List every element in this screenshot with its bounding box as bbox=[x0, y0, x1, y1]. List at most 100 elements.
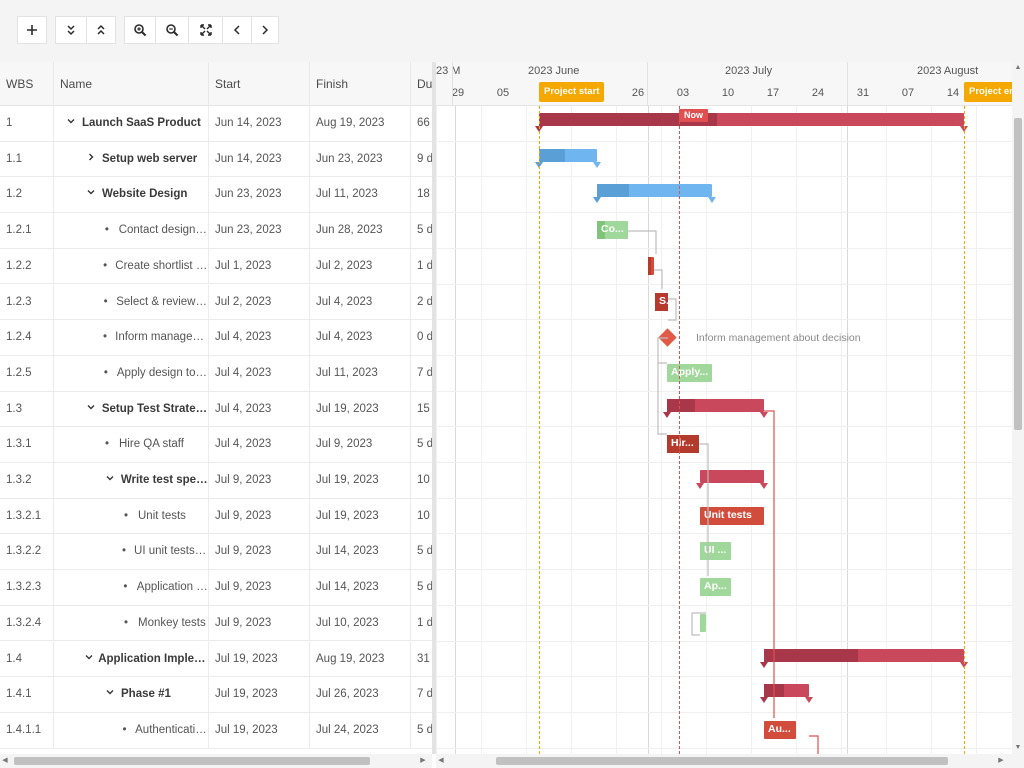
table-row[interactable]: 1.3 Setup Test Strategy Jul 4, 2023 Jul 19,… bbox=[0, 391, 432, 428]
table-row[interactable]: 1.2.3 • Select & review final designJul 2,… bbox=[0, 284, 432, 321]
now-marker bbox=[679, 106, 680, 754]
plus-icon bbox=[27, 25, 37, 35]
timeline-scroll-right-icon[interactable]: ▶ bbox=[998, 757, 1004, 764]
table-row[interactable]: 1.1 Setup web server Jun 14, 2023 Jun 23, 2… bbox=[0, 141, 432, 178]
task-bar[interactable]: Au... bbox=[764, 720, 796, 739]
grid-line bbox=[751, 106, 752, 754]
chevron-left-icon bbox=[233, 25, 240, 35]
summary-end-cap bbox=[760, 661, 768, 668]
add-task-button[interactable] bbox=[17, 16, 47, 44]
chevron-down-icon[interactable] bbox=[84, 177, 98, 212]
table-row[interactable]: 1.2.2 • Create shortlist of three designer… bbox=[0, 248, 432, 285]
table-row[interactable]: 1.4.1.1 • Authentication moduleJul 19, 202… bbox=[0, 712, 432, 749]
table-row[interactable]: 1.2.4•Inform management about decisionJu… bbox=[0, 320, 432, 356]
expand-all-button[interactable] bbox=[55, 16, 87, 44]
name-cell: • Application tests bbox=[54, 570, 209, 606]
task-bar[interactable]: UI ... bbox=[700, 542, 731, 561]
progress-fill bbox=[539, 113, 717, 126]
week-label: 31 bbox=[856, 87, 870, 99]
finish-date-cell: Jul 14, 2023 bbox=[310, 570, 411, 606]
grid-scroll-left-icon[interactable]: ◀ bbox=[2, 757, 8, 764]
task-name: Launch SaaS Product bbox=[82, 117, 201, 129]
grid-line bbox=[481, 106, 482, 754]
table-row[interactable]: 1.3.2.4 • Monkey tests Jul 9, 2023 Jul 10, 2… bbox=[0, 605, 432, 642]
chevron-down-icon[interactable] bbox=[64, 106, 78, 141]
summary-bar[interactable] bbox=[696, 470, 768, 489]
table-row[interactable]: 1.3.2 Write test specs Jul 9, 2023 Jul 19, … bbox=[0, 463, 432, 499]
task-bar[interactable]: Unit tests bbox=[700, 506, 764, 525]
summary-end-cap bbox=[696, 483, 704, 489]
column-header-start[interactable]: Start bbox=[209, 62, 310, 106]
grid-hscroll-thumb[interactable] bbox=[14, 757, 370, 765]
grid-scroll-right-icon[interactable]: ▶ bbox=[420, 757, 426, 764]
task-bar[interactable]: S... bbox=[655, 292, 675, 311]
grid-horizontal-scrollbar[interactable]: ◀ ▶ bbox=[0, 754, 432, 768]
table-row[interactable]: 1 Launch SaaS Product Jun 14, 2023 Aug 19, … bbox=[0, 106, 432, 142]
timeline-scroll-left-icon[interactable]: ◀ bbox=[438, 757, 444, 764]
vertical-scrollbar[interactable]: ▲ ▼ bbox=[1012, 62, 1024, 754]
table-row[interactable]: 1.3.2.1 • Unit tests Jul 9, 2023 Jul 19, 202… bbox=[0, 498, 432, 535]
shift-next-button[interactable] bbox=[251, 16, 279, 44]
task-bar[interactable]: Hir... bbox=[667, 435, 699, 454]
summary-bar[interactable] bbox=[535, 113, 968, 132]
duration-cell: 5 d bbox=[417, 545, 432, 558]
finish-date-cell: Jul 4, 2023 bbox=[310, 284, 411, 320]
table-row[interactable]: 1.2.5 • Apply design to web siteJul 4, 202… bbox=[0, 355, 432, 392]
bullet-icon: • bbox=[103, 366, 108, 379]
column-header-finish[interactable]: Finish bbox=[310, 62, 411, 106]
week-label: 10 bbox=[721, 87, 735, 99]
collapse-all-button[interactable] bbox=[86, 16, 116, 44]
zoom-out-button[interactable] bbox=[155, 16, 189, 44]
vertical-scrollbar-thumb[interactable] bbox=[1014, 118, 1022, 430]
row-line bbox=[436, 497, 1012, 499]
task-bar[interactable]: Apply... bbox=[667, 363, 712, 382]
chevron-down-icon[interactable] bbox=[84, 392, 98, 427]
name-cell: Phase #1 bbox=[54, 677, 209, 713]
row-line bbox=[436, 676, 1012, 678]
bar-label bbox=[597, 184, 601, 197]
timeline-horizontal-scrollbar[interactable]: ◀ ▶ bbox=[436, 754, 1024, 768]
progress-fill bbox=[597, 184, 629, 198]
shift-previous-button[interactable] bbox=[222, 16, 252, 44]
summary-bar[interactable] bbox=[663, 398, 768, 418]
summary-bar[interactable] bbox=[593, 184, 716, 204]
chevron-right-icon bbox=[262, 25, 269, 35]
duration-cell: 7 d bbox=[417, 366, 432, 379]
column-header-name[interactable]: Name bbox=[54, 62, 209, 106]
dependency-line bbox=[657, 363, 667, 435]
chevron-right-icon[interactable] bbox=[84, 142, 98, 177]
table-row[interactable]: 1.4 Application ImplementationJul 19, 202… bbox=[0, 641, 432, 678]
table-row[interactable]: 1.3.1 • Hire QA staff Jul 4, 2023 Jul 9, 202… bbox=[0, 427, 432, 463]
chevron-down-icon[interactable] bbox=[103, 463, 117, 498]
column-header-wbs[interactable]: WBS bbox=[0, 62, 54, 106]
task-bar[interactable]: Co... bbox=[597, 221, 628, 240]
name-cell: • Inform management about decision bbox=[54, 320, 209, 356]
zoom-in-button[interactable] bbox=[124, 16, 156, 44]
chevron-down-icon[interactable] bbox=[103, 677, 117, 712]
summary-bar[interactable] bbox=[760, 684, 813, 704]
chevron-down-icon[interactable] bbox=[84, 642, 94, 677]
table-row[interactable]: 1.4.1 Phase #1 Jul 19, 2023 Jul 26, 2023 7 d bbox=[0, 677, 432, 713]
wbs-cell: 1.2.1 bbox=[0, 213, 54, 249]
table-row[interactable]: 1.3.2.2 • UI unit tests / individual scree… bbox=[0, 534, 432, 571]
table-row[interactable]: 1.2 Website Design Jun 23, 2023 Jul 11, 202… bbox=[0, 177, 432, 214]
summary-end-cap bbox=[760, 411, 768, 418]
scroll-up-arrow-icon[interactable]: ▲ bbox=[1014, 64, 1022, 71]
summary-bar[interactable] bbox=[535, 148, 601, 168]
duration-cell: 5 d bbox=[417, 438, 432, 451]
task-bar[interactable]: Ap... bbox=[700, 578, 731, 597]
splitter[interactable] bbox=[432, 62, 436, 754]
week-label: 14 bbox=[946, 87, 960, 99]
table-row[interactable]: 1.2.1 • Contact designers Jun 23, 2023 Jun 2… bbox=[0, 213, 432, 249]
task-bar[interactable] bbox=[700, 613, 706, 632]
start-date-cell: Jul 9, 2023 bbox=[209, 498, 310, 534]
column-header-duration[interactable]: Du bbox=[417, 77, 432, 91]
task-bar[interactable] bbox=[648, 256, 654, 275]
timeline-hscroll-thumb[interactable] bbox=[496, 757, 948, 765]
project-end-flag: Project end bbox=[964, 82, 1012, 102]
scroll-down-arrow-icon[interactable]: ▼ bbox=[1014, 744, 1022, 751]
summary-bar[interactable] bbox=[760, 648, 968, 668]
zoom-to-fit-button[interactable] bbox=[188, 16, 223, 44]
